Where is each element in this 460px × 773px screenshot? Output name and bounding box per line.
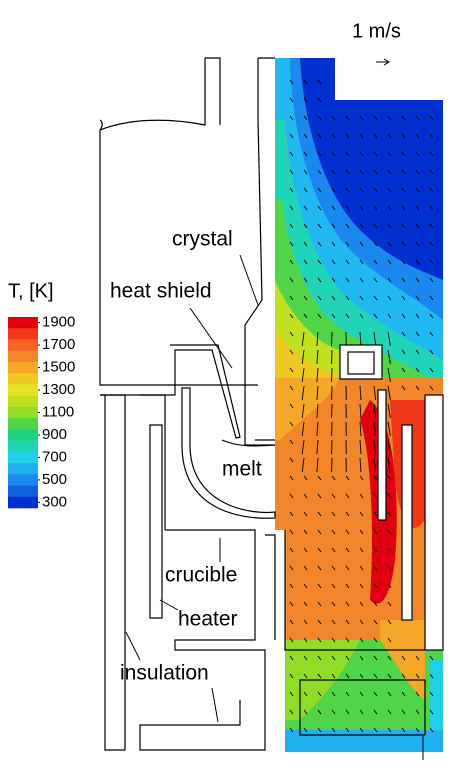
label-crystal: crystal <box>172 228 233 251</box>
color-swatch <box>8 486 38 498</box>
color-swatch <box>8 474 38 486</box>
colorbar-tick-label: 900 <box>42 426 67 443</box>
leader <box>126 632 140 660</box>
crucible-wall <box>378 390 386 520</box>
colorbar-tick-label: 300 <box>42 493 67 510</box>
temperature-field <box>275 58 443 752</box>
colorbar-tick-label: 1100 <box>42 403 74 420</box>
crystal-outline <box>245 58 275 445</box>
label-melt: melt <box>222 458 262 481</box>
color-swatch <box>8 339 38 351</box>
heat-shield-outline <box>100 345 240 438</box>
colorbar-tick-label: 1500 <box>42 359 75 376</box>
insulation-part <box>425 395 443 650</box>
label-crucible: crucible <box>165 564 237 587</box>
leader <box>190 308 232 368</box>
color-swatch <box>8 407 38 419</box>
colorbar-tick-label: 1700 <box>42 336 75 353</box>
label-heater: heater <box>178 608 238 631</box>
color-swatch <box>8 317 38 329</box>
color-swatch <box>8 384 38 396</box>
leader <box>240 255 258 305</box>
color-swatch <box>8 452 38 464</box>
outer-vessel <box>100 58 258 385</box>
color-swatch <box>8 373 38 385</box>
label-heat-shield: heat shield <box>110 280 212 303</box>
colorbar-title: T, [K] <box>8 280 54 302</box>
color-swatch <box>8 396 38 408</box>
color-swatch <box>8 328 38 340</box>
colorbar-tick-label: 1900 <box>42 314 75 331</box>
colorbar: 1900 1700 1500 1300 1100 900 700 500 300 <box>8 314 75 511</box>
color-swatch <box>8 362 38 374</box>
color-swatch <box>8 418 38 430</box>
crucible-outline <box>182 388 275 518</box>
insulation-outline <box>100 395 165 750</box>
colorbar-tick-label: 1300 <box>42 381 75 398</box>
colorbar-tick-label: 500 <box>42 471 67 488</box>
furnace-outline <box>100 58 275 750</box>
color-swatch <box>8 497 38 509</box>
scale-label: 1 m/s <box>352 20 401 42</box>
label-insulation: insulation <box>120 662 209 685</box>
color-swatch <box>8 463 38 475</box>
leader <box>212 688 218 722</box>
color-swatch <box>8 351 38 363</box>
leader <box>160 600 178 610</box>
heater-part <box>402 425 412 620</box>
heat-shield-inner <box>348 352 374 374</box>
scale-arrow <box>376 59 389 65</box>
colorbar-tick-label: 700 <box>42 448 67 465</box>
color-swatch <box>8 429 38 441</box>
color-swatch <box>8 441 38 453</box>
